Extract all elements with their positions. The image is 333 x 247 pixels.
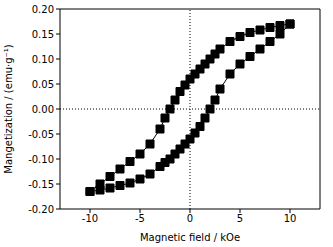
svg-text:0.20: 0.20 [32,4,54,15]
svg-text:-0.20: -0.20 [28,204,54,215]
svg-text:0.00: 0.00 [32,104,54,115]
svg-text:-0.15: -0.15 [28,179,54,190]
svg-text:0.05: 0.05 [32,79,54,90]
svg-text:0: 0 [187,213,193,224]
svg-text:-0.10: -0.10 [28,154,54,165]
svg-text:Magnetic field / kOe: Magnetic field / kOe [140,232,240,243]
svg-text:Mangetization / (emu·g⁻¹): Mangetization / (emu·g⁻¹) [3,44,14,173]
svg-text:0.10: 0.10 [32,54,54,65]
svg-text:-10: -10 [82,213,98,224]
svg-text:-5: -5 [135,213,145,224]
svg-text:0.15: 0.15 [32,29,54,40]
svg-text:5: 5 [237,213,243,224]
svg-text:-0.05: -0.05 [28,129,54,140]
svg-text:10: 10 [284,213,297,224]
